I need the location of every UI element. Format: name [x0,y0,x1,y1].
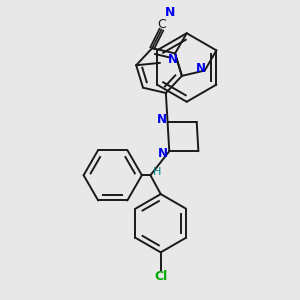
Text: N: N [158,148,168,160]
Text: N: N [165,6,175,19]
Text: N: N [156,113,167,126]
Text: C: C [157,18,166,31]
Text: Cl: Cl [154,270,167,283]
Text: N: N [196,62,206,75]
Text: H: H [152,167,161,177]
Text: N: N [168,53,178,66]
